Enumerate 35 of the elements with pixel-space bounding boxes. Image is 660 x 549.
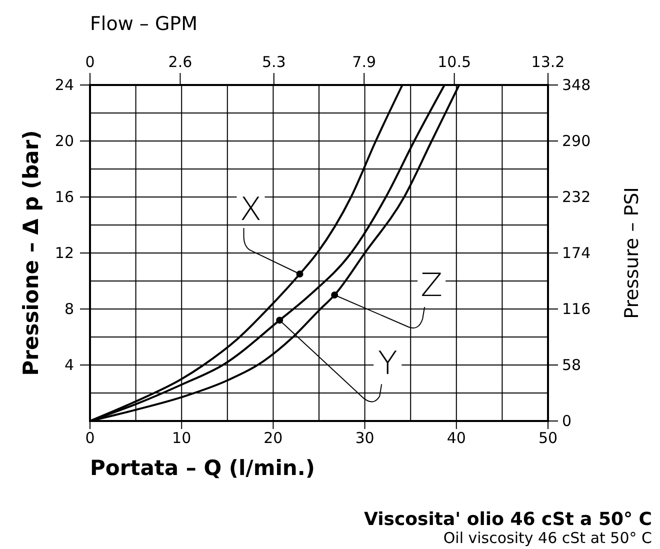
- y-tick-label: 24: [54, 76, 74, 94]
- y-tick-label: 4: [64, 356, 74, 374]
- text: Viscosita' olio 46 cSt a 50° C: [364, 509, 652, 530]
- x-tick-label: 30: [355, 429, 374, 447]
- y-tick-label: 8: [64, 300, 74, 318]
- x2-tick-label: 7.9: [352, 53, 376, 71]
- x-axis-title: Portata – Q (l/min.): [90, 456, 315, 480]
- y2-tick-label: 174: [562, 244, 591, 262]
- y2-tick-label: 116: [562, 300, 591, 318]
- text: Oil viscosity 46 cSt at 50° C: [443, 529, 652, 547]
- x2-tick-label: 13.2: [531, 53, 565, 71]
- annotation: Z: [420, 266, 443, 304]
- x2-tick-label: 10.5: [438, 53, 472, 71]
- x2-tick-label: 0: [85, 53, 95, 71]
- x-tick-label: 50: [538, 429, 558, 447]
- x2-axis-title: Flow – GPM: [90, 13, 198, 35]
- x-tick-label: 20: [264, 429, 283, 447]
- y2-tick-label: 232: [562, 188, 591, 206]
- y-tick-label: 12: [54, 244, 74, 262]
- annotation: Y: [378, 344, 398, 382]
- x-tick-label: 40: [446, 429, 466, 447]
- y2-tick-label: 348: [562, 76, 591, 94]
- x-tick-label: 0: [85, 429, 95, 447]
- y-axis-title: Pressione – Δ p (bar): [19, 130, 43, 376]
- point: [331, 292, 338, 298]
- x2-tick-label: 5.3: [262, 53, 286, 71]
- y2-axis-title: Pressure – PSI: [621, 187, 643, 319]
- y2-tick-label: 290: [562, 132, 591, 150]
- x-tick-label: 10: [172, 429, 192, 447]
- x2-tick-label: 2.6: [168, 53, 192, 71]
- y2-tick-label: 58: [562, 356, 582, 374]
- y2-tick-label: 0: [562, 412, 572, 430]
- annotation: X: [240, 190, 262, 228]
- y-tick-label: 16: [54, 188, 74, 206]
- y-tick-label: 20: [54, 132, 74, 150]
